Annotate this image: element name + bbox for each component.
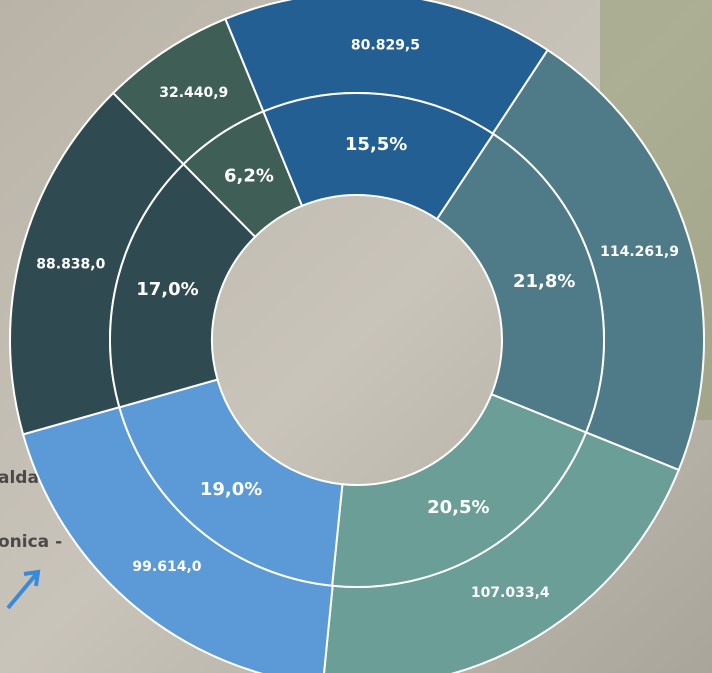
data-label: 20,5% (427, 497, 489, 518)
background-text: onica - (0, 532, 62, 552)
donut-segment (109, 162, 257, 409)
data-label: 80.829,5 (351, 37, 420, 53)
donut-segment (331, 392, 588, 588)
data-label: 88.838,0 (36, 256, 105, 272)
data-label: 19,0% (200, 479, 262, 500)
data-label: 17,0% (136, 279, 198, 300)
data-label: 15,5% (345, 134, 407, 155)
donut-segment (182, 110, 304, 239)
data-label: 32.440,9 (159, 85, 228, 101)
arrow-icon (6, 569, 41, 610)
data-label: 6,2% (224, 165, 274, 186)
background-text: alda (0, 468, 39, 488)
data-label: 107.033,4 (471, 585, 550, 601)
donut-segment (435, 132, 605, 434)
donut-segment (118, 378, 344, 587)
data-label: 21,8% (513, 271, 575, 292)
donut: 80.829,5 114.261,9 107.033,4 99.614,0 88.838… (9, 0, 705, 673)
data-label: 114.261,9 (600, 244, 679, 260)
data-label: 99.614,0 (132, 559, 201, 575)
